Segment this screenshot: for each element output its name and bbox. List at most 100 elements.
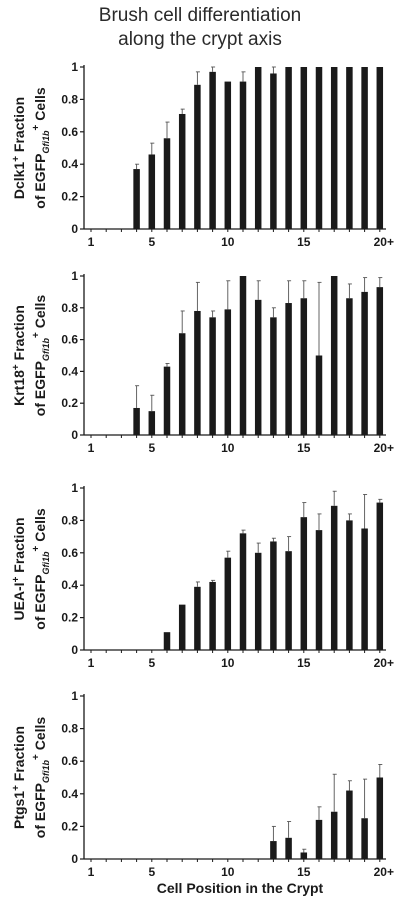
- x-tick-label: 10: [221, 235, 235, 249]
- bar: [209, 317, 216, 435]
- x-tick-label: 15: [297, 865, 311, 879]
- y-tick-label: 0: [71, 852, 78, 866]
- bar: [285, 303, 292, 435]
- bar: [315, 819, 323, 859]
- x-tick-label: 1: [88, 235, 95, 249]
- x-tick-label: 1: [88, 441, 95, 455]
- bar: [330, 811, 338, 859]
- bar: [315, 355, 323, 435]
- bar: [224, 81, 232, 229]
- bar: [361, 818, 368, 859]
- bar: [178, 333, 186, 435]
- bar: [224, 309, 232, 435]
- y-tick-label: 0.6: [61, 754, 78, 768]
- y-tick-label: 0: [71, 428, 78, 442]
- bar: [285, 837, 292, 859]
- y-tick-label: 0.2: [61, 819, 78, 833]
- bar: [178, 604, 186, 650]
- x-tick-label: 1: [88, 656, 95, 670]
- bar: [361, 528, 368, 650]
- y-tick-label: 0.4: [61, 787, 78, 801]
- x-tick-label: 5: [148, 235, 155, 249]
- bar: [148, 154, 156, 229]
- title-line-2: along the crypt axis: [118, 29, 282, 50]
- y-axis-label-line-2: of EGFPGfi1b+ Cells: [31, 87, 51, 209]
- bar: [163, 366, 171, 435]
- x-axis-title: Cell Position in the Crypt: [156, 880, 324, 896]
- bar: [300, 517, 308, 650]
- y-tick-label: 0.2: [61, 190, 78, 204]
- bar: [300, 852, 308, 859]
- y-axis-label-line-1: UEA-I+ Fraction: [11, 517, 27, 620]
- bar: [163, 632, 171, 650]
- y-axis-label-line-1: Ptgs1+ Fraction: [11, 726, 27, 829]
- bar: [376, 777, 384, 859]
- y-tick-label: 0.2: [61, 396, 78, 410]
- bar: [361, 67, 368, 229]
- bar: [376, 287, 384, 435]
- y-tick-label: 0.8: [61, 301, 78, 315]
- bar: [346, 790, 353, 859]
- x-tick-label: 20+: [374, 656, 394, 670]
- bar: [270, 73, 277, 229]
- bar: [300, 67, 308, 229]
- chart-panel-3: 00.20.40.60.811 5 10 15 20+UEA-I+ Fractionof…: [11, 481, 394, 670]
- y-tick-label: 0.6: [61, 125, 78, 139]
- y-tick-label: 0.8: [61, 722, 78, 736]
- y-axis-label-line-1: Krt18+ Fraction: [11, 305, 27, 406]
- bar: [133, 169, 140, 229]
- y-tick-label: 1: [71, 60, 78, 74]
- bar: [270, 317, 277, 435]
- bar: [194, 310, 201, 435]
- x-tick-label: 10: [221, 656, 235, 670]
- x-tick-label: 15: [297, 441, 311, 455]
- bar: [148, 411, 156, 435]
- bar: [209, 581, 216, 650]
- bar: [209, 71, 216, 229]
- x-tick-label: 10: [221, 865, 235, 879]
- bar: [254, 552, 262, 650]
- bar: [300, 298, 308, 435]
- y-tick-label: 1: [71, 481, 78, 495]
- y-tick-label: 1: [71, 689, 78, 703]
- bar: [361, 291, 368, 435]
- x-tick-label: 5: [148, 656, 155, 670]
- y-tick-label: 0.4: [61, 364, 78, 378]
- y-tick-label: 0.6: [61, 546, 78, 560]
- bar: [285, 551, 292, 650]
- bar: [194, 586, 201, 650]
- bar: [315, 67, 323, 229]
- bar: [270, 541, 277, 650]
- y-tick-label: 0.4: [61, 157, 78, 171]
- bar: [330, 505, 338, 650]
- y-axis-label-line-1: Dclk1+ Fraction: [11, 97, 27, 199]
- title-line-1: Brush cell differentiation: [98, 5, 302, 26]
- bar: [239, 81, 247, 229]
- y-tick-label: 0: [71, 643, 78, 657]
- y-tick-label: 0: [71, 222, 78, 236]
- y-tick-label: 0.6: [61, 333, 78, 347]
- x-tick-label: 20+: [374, 441, 394, 455]
- bar: [178, 113, 186, 229]
- y-axis-label-line-2: of EGFPGfi1b+ Cells: [31, 508, 51, 630]
- y-axis-label-line-2: of EGFPGfi1b+ Cells: [31, 717, 51, 839]
- chart-panel-2: 00.20.40.60.811 5 10 15 20+Krt18+ Fractionof…: [11, 269, 394, 455]
- figure-title: Brush cell differentiation along the cry…: [0, 4, 400, 52]
- bar: [285, 67, 292, 229]
- y-tick-label: 1: [71, 269, 78, 283]
- bar: [270, 841, 277, 859]
- bar: [376, 502, 384, 650]
- x-tick-label: 5: [148, 865, 155, 879]
- bar: [133, 407, 140, 435]
- bar: [224, 557, 232, 650]
- chart-panel-1: 00.20.40.60.811 5 10 15 20+Dclk1+ Fractionof…: [11, 60, 394, 249]
- x-tick-label: 15: [297, 235, 311, 249]
- bar: [239, 276, 247, 435]
- y-axis-label-line-2: of EGFPGfi1b+ Cells: [31, 295, 51, 417]
- x-tick-label: 5: [148, 441, 155, 455]
- bar: [346, 520, 353, 650]
- bar: [376, 67, 384, 229]
- x-tick-label: 20+: [374, 865, 394, 879]
- x-tick-label: 10: [221, 441, 235, 455]
- y-tick-label: 0.8: [61, 92, 78, 106]
